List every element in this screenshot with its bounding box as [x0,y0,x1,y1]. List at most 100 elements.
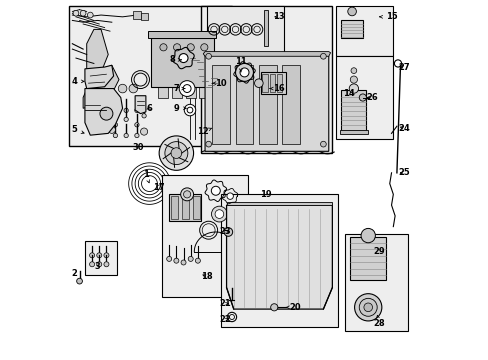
Circle shape [113,123,117,127]
Circle shape [135,123,139,127]
Circle shape [135,134,139,138]
Polygon shape [172,39,182,98]
Circle shape [124,108,128,113]
Bar [162,175,247,297]
Text: 8: 8 [169,55,181,64]
Circle shape [140,128,147,135]
Polygon shape [349,237,386,280]
Polygon shape [182,196,188,220]
Polygon shape [133,12,140,19]
Polygon shape [83,65,119,108]
Polygon shape [226,202,332,205]
Text: 22: 22 [219,315,230,324]
Circle shape [101,126,108,134]
Circle shape [171,148,182,158]
Text: 14: 14 [342,89,354,98]
Circle shape [235,226,242,234]
Circle shape [135,108,139,113]
Circle shape [254,79,263,87]
Circle shape [129,84,137,93]
Text: 25: 25 [397,168,409,177]
Text: 6: 6 [146,104,152,113]
Circle shape [179,81,195,96]
Circle shape [89,262,94,267]
Circle shape [104,253,109,258]
Polygon shape [269,74,274,92]
Text: 23: 23 [219,228,230,237]
Polygon shape [151,39,214,87]
Text: 1: 1 [142,170,149,183]
Circle shape [239,262,242,266]
Bar [335,6,392,56]
Text: 21: 21 [219,299,230,308]
Circle shape [124,134,128,138]
Circle shape [201,44,207,51]
Polygon shape [140,13,147,21]
Text: 3: 3 [94,262,100,271]
Polygon shape [158,39,168,98]
Circle shape [124,117,128,122]
Text: 7: 7 [173,84,184,93]
Polygon shape [226,205,332,309]
Polygon shape [260,72,285,94]
Bar [85,241,117,275]
Circle shape [164,141,187,165]
Circle shape [180,188,193,201]
Circle shape [108,126,115,134]
Polygon shape [86,30,108,72]
Polygon shape [282,65,300,144]
Polygon shape [185,39,195,98]
Circle shape [181,260,185,265]
Circle shape [205,53,211,59]
Circle shape [348,84,358,93]
Text: 30: 30 [133,143,144,152]
Text: 9: 9 [173,104,186,113]
Text: 27: 27 [397,63,409,72]
Circle shape [320,141,325,147]
Circle shape [188,256,193,261]
Circle shape [270,304,277,311]
Polygon shape [171,196,178,220]
Circle shape [89,253,94,258]
Text: 29: 29 [372,247,384,256]
Bar [335,56,392,139]
Circle shape [360,228,375,243]
Polygon shape [204,53,328,151]
Polygon shape [192,196,199,220]
Circle shape [215,210,224,219]
Circle shape [100,107,113,120]
Polygon shape [339,130,367,134]
Circle shape [113,134,117,138]
Text: 5: 5 [71,125,84,134]
Circle shape [205,141,211,147]
Circle shape [240,68,248,77]
Polygon shape [147,31,215,39]
Text: 2: 2 [71,269,77,278]
Text: 11: 11 [235,57,246,72]
Text: 10: 10 [212,79,226,88]
Text: 13: 13 [272,12,284,21]
Text: 4: 4 [71,77,84,86]
Circle shape [183,191,190,198]
Text: 17: 17 [152,183,164,192]
Text: 20: 20 [285,303,300,312]
Polygon shape [264,10,267,45]
Circle shape [97,262,102,267]
Circle shape [349,76,357,83]
Circle shape [187,44,194,51]
Circle shape [320,53,325,59]
Circle shape [211,206,227,222]
Circle shape [211,186,220,195]
Polygon shape [169,194,201,221]
Circle shape [159,136,193,170]
Polygon shape [276,74,282,92]
Polygon shape [85,65,113,89]
Text: 15: 15 [379,12,397,21]
Circle shape [118,84,126,93]
Circle shape [104,262,109,267]
Circle shape [187,107,192,113]
Circle shape [359,298,376,316]
Circle shape [87,12,93,18]
Polygon shape [212,65,230,144]
Text: 26: 26 [365,93,377,102]
